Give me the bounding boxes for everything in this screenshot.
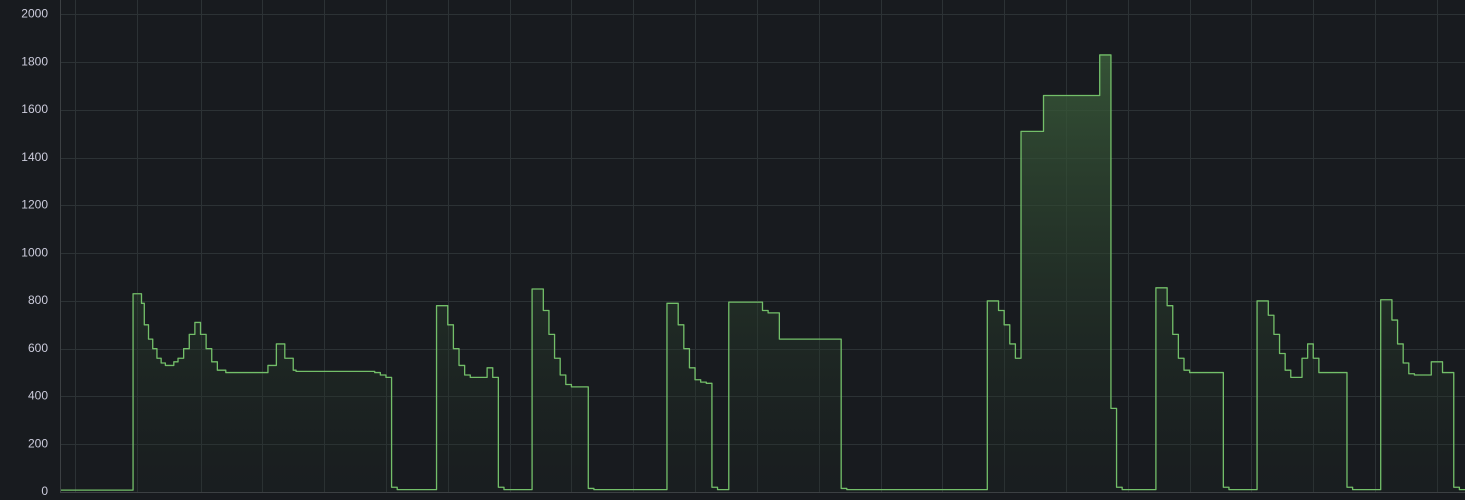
chart-axes	[60, 0, 1465, 493]
y-axis-tick-label: 600	[28, 341, 48, 355]
y-axis-tick-label: 0	[41, 484, 48, 498]
y-axis-tick-label: 1200	[21, 198, 48, 212]
y-axis-tick-label: 200	[28, 436, 48, 450]
y-axis-tick-label: 400	[28, 389, 48, 403]
y-axis-tick-label: 1800	[21, 54, 48, 68]
y-axis-tick-label: 800	[28, 293, 48, 307]
series-area-fill	[60, 54, 1465, 493]
y-axis-tick-label: 2000	[21, 7, 48, 21]
y-axis-tick-label: 1000	[21, 245, 48, 259]
y-axis-tick-labels: 0 200 400 600 800 1000 1200 1400 1600 1800 2000	[21, 7, 48, 499]
y-axis-tick-label: 1400	[21, 150, 48, 164]
series-line	[60, 54, 1465, 491]
y-axis-tick-label: 1600	[21, 102, 48, 116]
